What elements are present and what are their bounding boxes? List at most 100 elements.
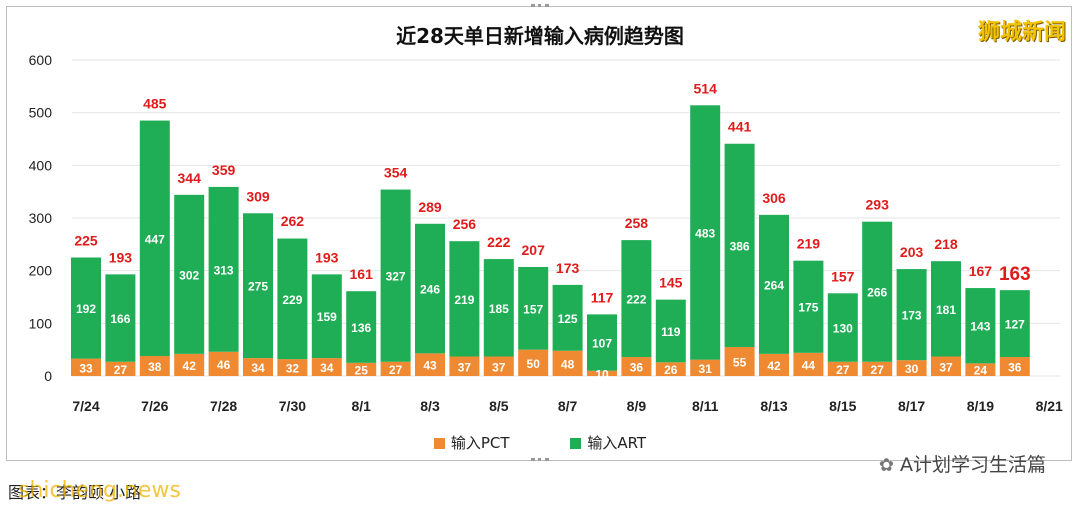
chart-credit: 图表：李韵颐 小路 xyxy=(8,483,142,502)
bar-segment-art xyxy=(759,214,789,354)
data-label-art: 447 xyxy=(145,232,165,246)
data-label-pct: 43 xyxy=(423,359,437,373)
bar-segment-art xyxy=(174,194,205,354)
bar-segment-art xyxy=(483,259,514,357)
data-label-pct: 48 xyxy=(561,357,575,371)
bar-segment-pct xyxy=(71,358,101,376)
x-tick-label: 8/3 xyxy=(420,398,440,414)
bar-segment-pct xyxy=(415,353,445,376)
data-label-total: 441 xyxy=(728,119,752,135)
data-label-pct: 30 xyxy=(905,362,919,376)
data-label-total: 193 xyxy=(315,249,339,265)
chart-legend: 输入PCT 输入ART xyxy=(0,432,1080,453)
bar-segment-pct xyxy=(449,356,480,376)
bar-segment-pct xyxy=(243,358,273,376)
bar-segment-art xyxy=(862,221,893,362)
data-label-total: 207 xyxy=(522,242,546,258)
data-label-pct: 32 xyxy=(286,362,300,376)
bar-segment-art xyxy=(71,257,101,359)
data-label-total: 256 xyxy=(453,216,477,232)
data-label-pct: 38 xyxy=(148,360,162,374)
data-label-art: 327 xyxy=(386,270,406,284)
x-tick-label: 8/7 xyxy=(558,398,578,414)
data-label-art: 264 xyxy=(764,278,784,292)
data-label-pct: 27 xyxy=(389,363,403,377)
legend-label-pct: 输入PCT xyxy=(450,434,510,452)
data-label-art: 136 xyxy=(351,321,371,335)
bar-segment-art xyxy=(965,288,996,364)
x-tick-label: 7/28 xyxy=(210,398,237,414)
data-label-art: 175 xyxy=(798,301,818,315)
bar-segment-pct xyxy=(174,353,205,376)
data-label-total: 306 xyxy=(762,190,786,206)
bar-segment-art xyxy=(243,213,273,359)
bar-segment-art xyxy=(311,274,342,359)
bar-segment-art xyxy=(105,274,136,362)
data-label-pct: 31 xyxy=(699,362,713,376)
bar-segment-art xyxy=(690,105,721,360)
bar-segment-pct xyxy=(862,361,893,376)
data-label-pct: 46 xyxy=(217,358,231,372)
data-label-total: 485 xyxy=(143,96,167,112)
bar-segment-pct xyxy=(277,359,308,376)
chart-title: 近28天单日新增输入病例趋势图 xyxy=(396,24,684,48)
data-label-pct: 36 xyxy=(630,361,644,375)
bar-segment-pct xyxy=(483,356,514,376)
data-label-art: 275 xyxy=(248,280,268,294)
x-tick-label: 8/11 xyxy=(692,398,719,414)
data-label-art: 483 xyxy=(695,226,715,240)
data-label-art: 185 xyxy=(489,302,509,316)
data-label-art: 125 xyxy=(558,312,578,326)
bar-segment-pct xyxy=(208,351,239,376)
data-label-pct: 27 xyxy=(836,363,850,377)
data-label-pct: 50 xyxy=(527,357,541,371)
data-label-art: 192 xyxy=(76,302,96,316)
data-label-total: 219 xyxy=(797,236,821,252)
bar-segment-pct xyxy=(965,363,996,376)
bar-segment-pct xyxy=(759,353,789,376)
data-label-total: 225 xyxy=(74,233,98,249)
bar-segment-art xyxy=(724,143,755,348)
wechat-account: ✿ A计划学习生活篇 xyxy=(879,450,1046,477)
x-tick-label: 8/21 xyxy=(1036,398,1063,414)
data-label-pct: 27 xyxy=(114,363,128,377)
data-label-total: 344 xyxy=(178,170,202,186)
data-label-total: 222 xyxy=(487,234,511,250)
bar-segment-art xyxy=(552,284,583,351)
data-label-total: 173 xyxy=(556,260,580,276)
legend-swatch-pct xyxy=(433,438,445,449)
data-label-total: 359 xyxy=(212,162,236,178)
wechat-account-label: A计划学习生活篇 xyxy=(900,454,1046,476)
data-label-total: 293 xyxy=(866,197,890,213)
data-label-art: 219 xyxy=(454,293,474,307)
x-tick-label: 8/13 xyxy=(760,398,787,414)
bar-segment-art xyxy=(449,241,480,357)
bar-segment-art xyxy=(793,260,824,353)
resize-handle-top[interactable] xyxy=(531,4,549,11)
data-label-total: 262 xyxy=(281,213,305,229)
data-label-art: 181 xyxy=(936,303,956,317)
data-label-pct: 37 xyxy=(939,360,953,374)
bar-segment-pct xyxy=(380,361,411,376)
y-tick-label: 300 xyxy=(29,210,53,226)
bar-segment-art xyxy=(380,189,411,362)
data-label-total: 309 xyxy=(246,188,270,204)
wechat-icon: ✿ xyxy=(878,455,894,476)
data-label-pct: 37 xyxy=(492,360,506,374)
brand-logo-text: 狮城新闻 xyxy=(977,20,1066,45)
bar-segment-pct xyxy=(105,361,136,376)
bar-segment-art xyxy=(999,290,1030,358)
data-label-total: 117 xyxy=(591,289,614,305)
resize-handle-bottom[interactable] xyxy=(531,458,549,465)
watermark-text: shicheng.news xyxy=(18,478,181,503)
data-label-total: 258 xyxy=(625,215,649,231)
bar-segment-art xyxy=(587,314,617,371)
bar-segment-art xyxy=(415,223,445,354)
data-label-pct: 10 xyxy=(595,367,609,381)
data-label-art: 166 xyxy=(110,312,130,326)
bar-segment-pct xyxy=(827,361,858,376)
data-label-total: 145 xyxy=(659,275,683,291)
data-label-pct: 33 xyxy=(79,361,93,375)
data-label-total: 167 xyxy=(969,263,993,279)
x-tick-label: 7/30 xyxy=(279,398,306,414)
